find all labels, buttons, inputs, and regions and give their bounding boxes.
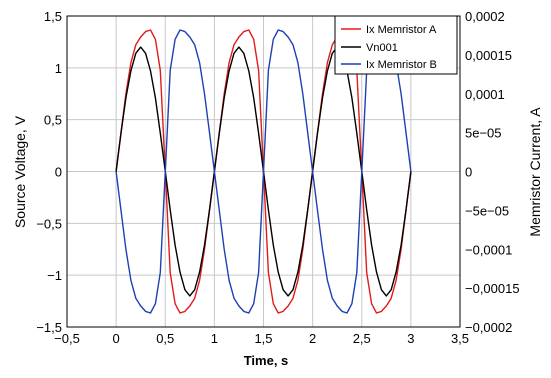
x-tick-label: 1 [211,331,218,346]
series-layer [115,29,412,314]
x-tick-label: 2 [309,331,316,346]
y-left-tick-label: −1,5 [36,320,62,335]
y-axis-right-label: Memristor Current, A [527,107,543,237]
x-tick-labels: −0,5 0 0,5 1 1,5 2 2,5 3 3,5 [54,331,469,346]
legend: Ix Memristor A Vn001 Ix Memristor B [334,15,458,75]
y-left-tick-label: 1,5 [44,9,62,24]
y-right-tick-labels: 0,0002 0,00015 0,0001 5e−05 0 −5e−05 −0,0001 −0… [465,9,520,335]
y-right-tick-label: −0,0001 [465,242,512,257]
y-right-tick-label: −5e−05 [465,203,509,218]
y-axis-left-label: Source Voltage, V [12,115,28,228]
legend-label-ix-memristor-b: Ix Memristor B [366,59,437,71]
x-tick-label: 0 [113,331,120,346]
x-tick-label: 0,5 [156,331,174,346]
series-line-ix-memristor-b [115,29,412,314]
y-right-tick-label: −0,00015 [465,281,520,296]
y-right-tick-label: 5e−05 [465,126,502,141]
y-right-tick-label: −0,0002 [465,320,512,335]
x-tick-label: −0,5 [54,331,80,346]
y-left-tick-label: 0 [55,165,62,180]
x-tick-label: 1,5 [254,331,272,346]
y-right-tick-label: 0,0001 [465,87,505,102]
y-right-tick-label: 0,0002 [465,9,505,24]
x-tick-label: 3,5 [451,331,469,346]
legend-label-ix-memristor-a: Ix Memristor A [366,24,437,36]
y-left-tick-label: −1 [47,268,62,283]
y-left-tick-label: −0,5 [36,216,62,231]
legend-label-vn001: Vn001 [366,42,398,54]
plot-frame [66,15,461,328]
x-axis-label: Time, s [244,353,289,368]
y-left-tick-label: 0,5 [44,113,62,128]
y-right-tick-label: 0,00015 [465,48,512,63]
x-tick-label: 3 [407,331,414,346]
y-right-tick-label: 0 [465,165,472,180]
x-tick-label: 2,5 [353,331,371,346]
y-left-tick-label: 1 [55,61,62,76]
y-left-tick-labels: 1,5 1 0,5 0 −0,5 −1 −1,5 [36,9,62,335]
